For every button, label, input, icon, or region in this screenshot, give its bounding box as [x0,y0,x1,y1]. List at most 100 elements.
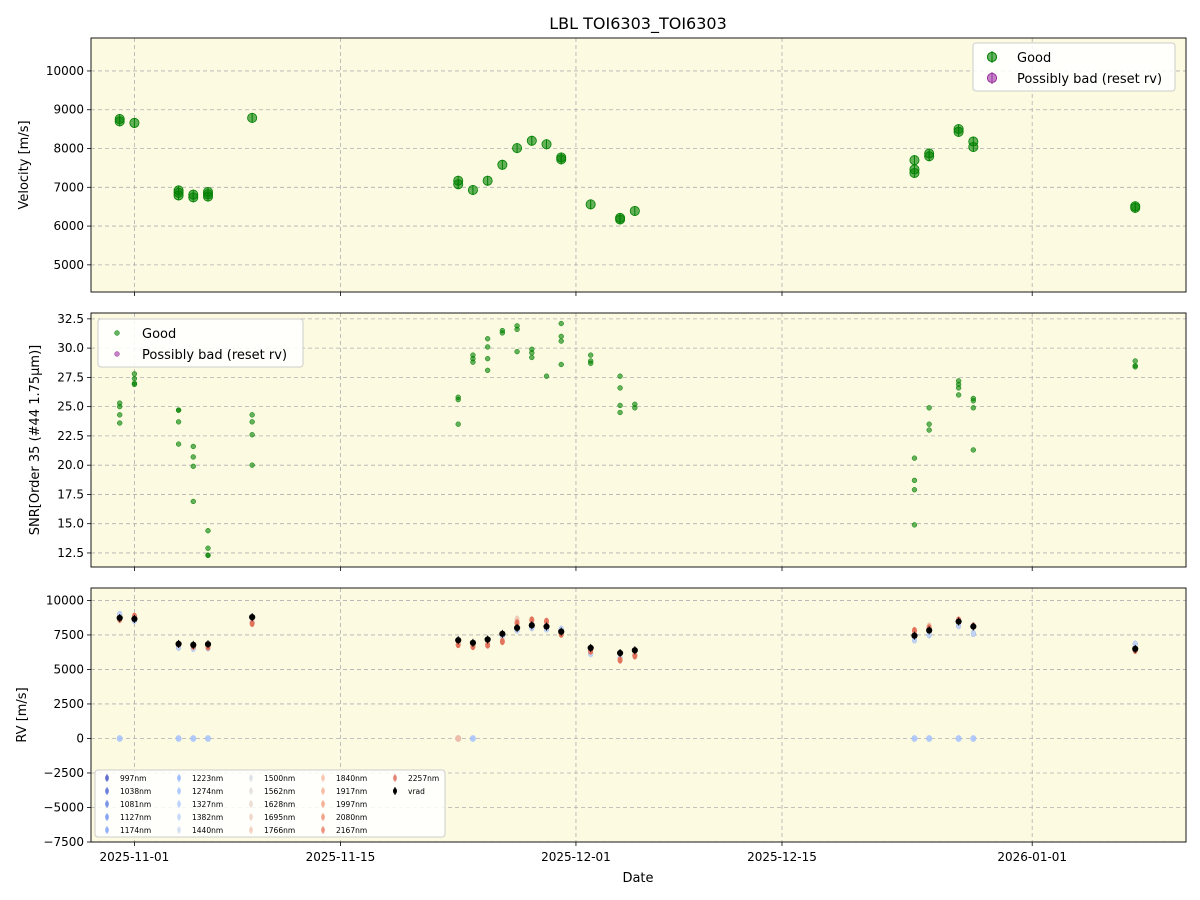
band-point [249,620,255,628]
legend-marker [105,788,109,794]
vrad-point [911,632,918,639]
y-tick-label: 0 [76,731,84,745]
data-point-good [497,159,508,170]
legend-marker [177,827,181,833]
vrad-point [528,622,535,629]
data-point-good [131,381,138,388]
data-point-good [970,398,976,404]
legend-marker [321,788,325,794]
vrad-point [175,640,182,648]
y-tick-label: 30.0 [57,341,84,355]
legend-marker [114,351,120,357]
legend: Good Possibly bad (reset rv) [97,318,304,368]
x-tick-label: 2026-01-01 [997,850,1067,864]
legend-marker [105,801,109,807]
vrad-point [970,623,977,630]
legend-marker [321,814,325,820]
vrad-point [587,644,594,652]
vrad-point [455,637,462,644]
legend-label: 1917nm [336,787,367,796]
data-point-good [205,528,211,534]
data-point-good [467,185,478,196]
data-point-good [909,155,920,166]
legend-label: 1274nm [192,787,223,796]
y-tick-label: 5000 [53,258,84,272]
legend-label: 2167nm [336,826,367,835]
vrad-point [499,630,506,637]
legend-marker [114,330,120,336]
data-point-good [1132,358,1138,364]
band-point-zero [955,735,962,742]
data-point-good [558,361,564,368]
band-point [529,616,535,624]
x-tick-label: 2025-11-15 [306,850,376,864]
data-point-good [173,187,184,198]
panels: 5000 6000 7000 8000 9000 10000 Velocity [m/s] G… [15,37,1187,864]
data-point-good [249,462,255,468]
legend: 997nm 1038nm 1081nm 1127nm 1174nm 1223nm 1274n… [94,769,446,838]
data-point-good [558,333,564,340]
legend-marker [321,775,325,781]
vrad-point [469,639,477,646]
legend-box [972,42,1176,92]
vrad-point [558,628,565,635]
legend-label: 1562nm [264,787,295,796]
legend-label: Good [142,327,176,342]
y-tick-label: 15.0 [57,517,84,531]
legend-marker [105,775,109,781]
plot-frame [90,37,1187,293]
vrad-point [249,614,256,621]
band-point-zero [175,735,182,742]
legend-label: 1695nm [264,813,295,822]
y-tick-label: 2500 [53,697,84,711]
data-point-good [175,407,182,413]
y-tick-label: 12.5 [57,546,84,560]
data-point-good [909,164,920,175]
data-point-good [514,348,520,355]
legend-label: 1840nm [336,774,367,783]
band-point-zero [911,735,918,742]
data-point-good [1130,201,1141,212]
band-point-zero [926,735,933,742]
legend-marker [177,814,181,820]
panel-3: 2025-11-01 2025-11-15 2025-12-01 2025-12-15… [15,587,1187,864]
y-tick-label: 32.5 [57,312,84,326]
data-point-good [588,360,594,366]
data-point-good [585,199,596,210]
x-axis-label: Date [622,871,653,886]
data-point-good [499,330,506,336]
y-tick-label: −7500 [43,835,84,849]
band-point-zero [469,735,476,742]
data-point-good [129,117,140,128]
legend-label: vrad [408,787,425,796]
vrad-point [926,627,933,634]
data-point-good [926,427,932,433]
data-point-good [188,189,199,200]
legend-marker [105,827,109,833]
data-point-good [190,498,196,505]
band-point [632,652,638,660]
data-point-good [617,402,623,409]
data-point-good [205,552,211,558]
vrad-point [543,623,550,630]
legend-marker [393,788,397,794]
vrad-point [955,618,962,625]
legend-marker [177,775,181,781]
legend-marker [177,801,181,807]
data-point-good [247,112,258,123]
y-tick-label: 8000 [53,142,84,156]
band-point [617,656,623,664]
vrad-point [131,615,138,623]
data-point-good [1132,364,1138,370]
y-axis-label: RV [m/s] [15,687,30,742]
legend-label: 1327nm [192,800,223,809]
panel-2: 12.5 15.0 17.5 20.0 22.5 25.0 27.5 30.0 32.5 SNR[… [28,312,1187,571]
y-tick-label: −5000 [43,800,84,814]
data-point-good [205,545,211,551]
data-point-good [541,139,552,150]
legend-label: Good [1017,51,1051,66]
data-point-good [453,175,464,186]
data-point-good [926,421,932,427]
legend-label: 1223nm [192,774,223,783]
